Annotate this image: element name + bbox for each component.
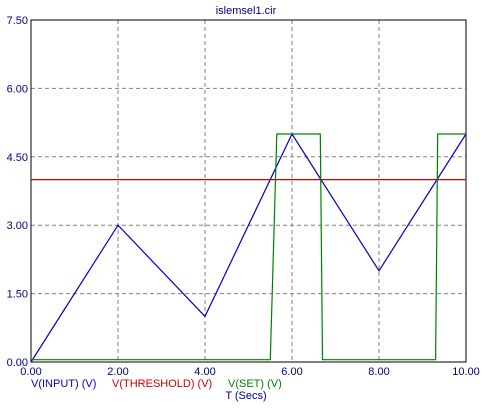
x-tick-label: 6.00 [281,366,302,378]
y-tick-label: 1.50 [7,289,28,301]
plot-area [30,19,467,363]
x-tick-label: 2.00 [107,366,128,378]
tick-labels: 0.00 2.00 4.00 6.00 8.00 10.00 0.00 1.50 3.00 4.5… [7,15,480,378]
chart-title: islemsel1.cir [216,5,277,17]
y-tick-label: 0.00 [7,357,28,369]
x-tick-label: 8.00 [368,366,389,378]
legend-entry-2: V(SET) (V) [228,378,282,390]
series-line-2 [31,133,466,361]
y-tick-label: 3.00 [7,220,28,232]
legend-entry-0: V(INPUT) (V) [31,378,96,390]
legend-entry-1: V(THRESHOLD) (V) [112,378,212,390]
series-lines [30,132,467,363]
y-tick-label: 7.50 [7,15,28,27]
series-line-0 [30,132,467,363]
y-tick-label: 6.00 [7,83,28,95]
plot-frame [30,19,467,363]
x-tick-label: 0.00 [20,366,41,378]
x-axis-label: T (Secs) [225,390,266,402]
y-tick-label: 4.50 [7,152,28,164]
x-tick-label: 10.00 [452,366,480,378]
legend: V(INPUT) (V) V(THRESHOLD) (V) V(SET) (V) [31,378,282,390]
x-tick-label: 4.00 [194,366,215,378]
